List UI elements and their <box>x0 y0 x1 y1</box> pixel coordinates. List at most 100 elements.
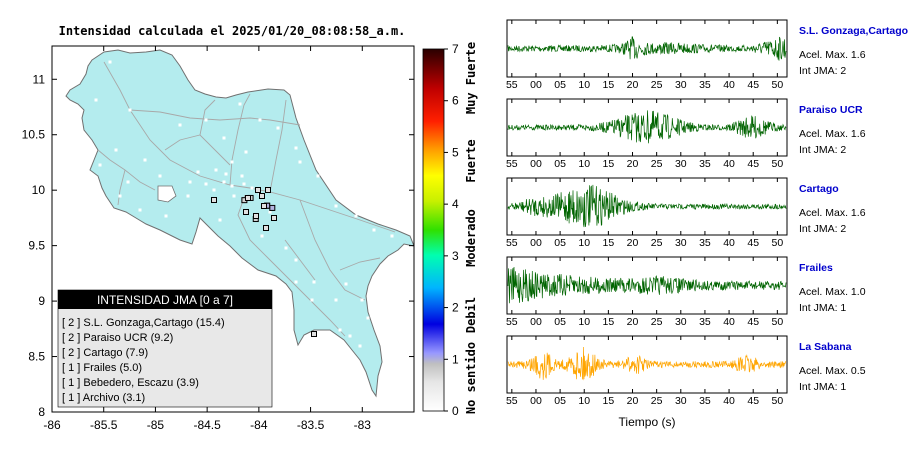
city-dot <box>114 148 118 152</box>
trace-x-tick-label: 55 <box>506 79 518 91</box>
city-dot <box>98 163 102 167</box>
trace-x-tick-label: 40 <box>723 395 735 407</box>
station-marker <box>263 225 269 231</box>
trace-x-tick-label: 45 <box>747 158 759 170</box>
trace-x-tick-label: 50 <box>772 158 784 170</box>
city-dot <box>250 186 254 190</box>
station-marker <box>261 203 267 209</box>
city-dot <box>214 168 218 172</box>
colorbar-tick-label: 0 <box>452 404 459 418</box>
city-dot <box>390 234 394 238</box>
trace-waveform <box>507 346 787 381</box>
trace-x-tick-label: 35 <box>699 395 711 407</box>
station-marker <box>211 197 217 203</box>
colorbar <box>422 48 445 412</box>
colorbar-tick-label: 5 <box>452 145 459 159</box>
trace-x-tick-label: 25 <box>651 395 663 407</box>
trace-x-tick-label: 40 <box>723 237 735 249</box>
trace-x-axis-label: Tiempo (s) <box>619 415 676 429</box>
city-dot <box>354 214 358 218</box>
city-dot <box>238 102 242 106</box>
map-y-tick-label: 8.5 <box>28 350 45 364</box>
station-marker <box>255 187 261 193</box>
trace-x-tick-label: 55 <box>506 237 518 249</box>
city-dot <box>244 150 248 154</box>
map-x-tick-label: -83.5 <box>297 418 325 432</box>
trace-x-tick-label: 20 <box>627 316 639 328</box>
legend-item: [ 1 ] Frailes (5.0) <box>62 362 142 374</box>
trace-x-tick-label: 05 <box>554 79 566 91</box>
city-dot <box>372 228 376 232</box>
trace-x-tick-label: 15 <box>603 158 615 170</box>
trace-x-tick-label: 45 <box>747 395 759 407</box>
city-dot <box>374 402 378 406</box>
station-marker <box>269 204 276 211</box>
legend-item: [ 2 ] Paraiso UCR (9.2) <box>62 332 173 344</box>
city-dot <box>366 316 370 320</box>
trace-x-tick-label: 40 <box>723 79 735 91</box>
city-dot <box>284 246 288 250</box>
legend-item: [ 1 ] Archivo (3.1) <box>62 392 145 404</box>
colorbar-label: Fuerte <box>464 139 478 182</box>
station-jma: Int JMA: 1 <box>799 381 846 393</box>
trace-x-tick-label: 25 <box>651 316 663 328</box>
station-jma: Int JMA: 2 <box>799 144 846 156</box>
trace-x-tick-label: 40 <box>723 316 735 328</box>
trace-x-tick-label: 10 <box>578 237 590 249</box>
trace-x-tick-label: 30 <box>675 79 687 91</box>
city-dot <box>298 160 302 164</box>
station-name: Paraiso UCR <box>799 104 863 116</box>
city-dot <box>358 344 362 348</box>
trace-x-tick-label: 25 <box>651 158 663 170</box>
costa-rica-landmass <box>65 49 414 398</box>
station-name: La Sabana <box>799 341 852 353</box>
map-y-tick-label: 8 <box>38 405 45 419</box>
station-accel: Acel. Max. 0.5 <box>799 365 866 377</box>
colorbar-labels: Muy Fuerte Fuerte Moderado Debil No sentido <box>464 42 478 414</box>
city-dot <box>118 194 122 198</box>
city-dot <box>188 180 192 184</box>
city-dot <box>268 210 272 214</box>
map-x-tick-label: -86 <box>43 418 61 432</box>
trace-x-tick-label: 50 <box>772 79 784 91</box>
trace-x-tick-label: 35 <box>699 79 711 91</box>
city-dot <box>186 194 190 198</box>
city-dot <box>212 188 216 192</box>
trace-x-tick-label: 15 <box>603 237 615 249</box>
trace-x-tick-label: 00 <box>530 395 542 407</box>
trace-x-tick-label: 15 <box>603 395 615 407</box>
city-dot <box>164 214 168 218</box>
station-jma: Int JMA: 2 <box>799 65 846 77</box>
station-marker <box>245 195 251 201</box>
city-dot <box>230 184 234 188</box>
map-x-tick-label: -85.5 <box>90 418 118 432</box>
city-dot <box>312 280 316 284</box>
gulf-of-nicoya <box>157 185 177 203</box>
trace-waveform <box>507 266 787 304</box>
city-dot <box>276 126 280 130</box>
legend-title: INTENSIDAD JMA [0 a 7] <box>97 293 233 307</box>
colorbar-label: Moderado <box>464 209 478 267</box>
legend-item: [ 2 ] S.L. Gonzaga,Cartago (15.4) <box>62 317 225 329</box>
trace-x-tick-label: 55 <box>506 158 518 170</box>
trace-x-tick-label: 20 <box>627 395 639 407</box>
city-dot <box>108 60 112 64</box>
trace-x-tick-label: 10 <box>578 79 590 91</box>
station-accel: Acel. Max. 1.6 <box>799 128 866 140</box>
legend-item: [ 1 ] Bebedero, Escazu (3.9) <box>62 377 199 389</box>
city-dot <box>258 118 262 122</box>
station-marker <box>311 331 317 337</box>
city-dot <box>230 160 234 164</box>
trace-x-tick-label: 00 <box>530 316 542 328</box>
city-dot <box>348 334 352 338</box>
station-marker <box>253 213 259 219</box>
station-accel: Acel. Max. 1.6 <box>799 207 866 219</box>
trace-x-tick-label: 40 <box>723 158 735 170</box>
city-markers <box>94 60 394 406</box>
trace-x-tick-label: 10 <box>578 395 590 407</box>
trace-x-tick-label: 10 <box>578 158 590 170</box>
trace-x-tick-label: 00 <box>530 158 542 170</box>
station-jma: Int JMA: 1 <box>799 302 846 314</box>
colorbar-ticks: 7 6 5 4 3 2 1 0 <box>444 42 459 418</box>
